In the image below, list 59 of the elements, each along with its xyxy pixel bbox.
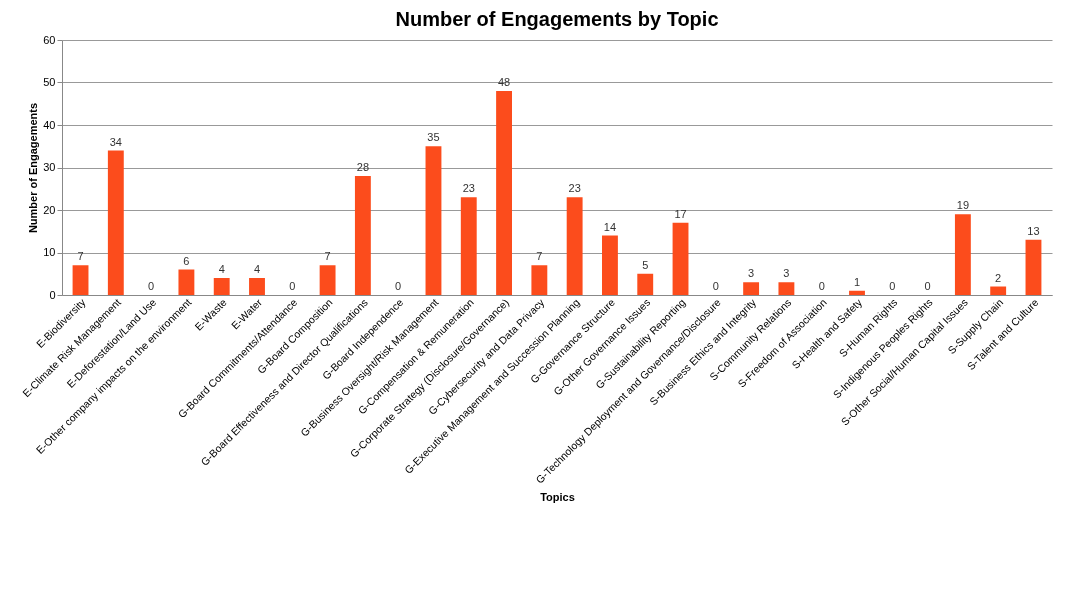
bar — [954, 214, 971, 295]
data-label: 1 — [853, 275, 861, 288]
data-label: 17 — [674, 207, 687, 220]
data-label: 4 — [253, 263, 261, 275]
data-label: 14 — [603, 220, 617, 233]
data-label: 23 — [462, 182, 475, 195]
y-tick-label: 60 — [43, 33, 56, 46]
bar — [602, 235, 618, 295]
y-tick-label: 0 — [49, 288, 56, 301]
data-label: 7 — [324, 250, 331, 263]
bar — [496, 91, 512, 295]
y-tick-label: 30 — [43, 161, 56, 173]
data-label: 2 — [995, 271, 1002, 284]
data-label: 0 — [889, 280, 896, 292]
y-axis-title: Number of Engagements — [27, 102, 40, 234]
data-label: 5 — [642, 258, 649, 271]
data-label: 34 — [109, 135, 122, 148]
y-tick-label: 40 — [43, 118, 56, 131]
bar — [566, 197, 583, 295]
y-tick-label: 20 — [43, 203, 56, 216]
bar — [460, 197, 477, 295]
data-label: 48 — [497, 76, 511, 88]
y-tick-label: 50 — [43, 76, 56, 88]
bar — [425, 146, 442, 295]
bar — [990, 286, 1007, 295]
data-label: 13 — [1027, 224, 1040, 237]
bar — [72, 265, 89, 295]
bar — [743, 282, 760, 295]
data-label: 6 — [183, 254, 190, 267]
bar — [672, 222, 689, 295]
bar — [778, 282, 795, 295]
bar — [249, 278, 265, 295]
y-tick-label: 10 — [43, 246, 56, 258]
data-label: 23 — [568, 182, 581, 195]
bar — [213, 278, 230, 295]
x-axis-title: Topics — [540, 491, 575, 504]
data-label: 0 — [924, 280, 931, 292]
data-label: 3 — [748, 267, 755, 280]
chart-title: Number of Engagements by Topic — [395, 8, 719, 30]
bar — [531, 265, 548, 295]
data-label: 0 — [712, 280, 719, 292]
data-label: 0 — [395, 280, 402, 292]
data-label: 3 — [783, 267, 790, 280]
bar — [637, 273, 654, 295]
bar — [1025, 239, 1042, 295]
data-label: 19 — [956, 199, 970, 212]
data-label: 35 — [427, 131, 440, 144]
data-label: 7 — [536, 250, 543, 263]
data-label: 4 — [218, 263, 225, 275]
data-label: 28 — [356, 161, 370, 173]
data-label: 7 — [77, 250, 84, 263]
bar — [849, 290, 865, 295]
data-label: 0 — [818, 280, 825, 292]
bar — [319, 265, 336, 295]
bar — [178, 269, 195, 295]
data-label: 0 — [289, 280, 296, 292]
bar — [354, 176, 371, 295]
bar — [107, 150, 124, 295]
data-label: 0 — [148, 280, 155, 292]
